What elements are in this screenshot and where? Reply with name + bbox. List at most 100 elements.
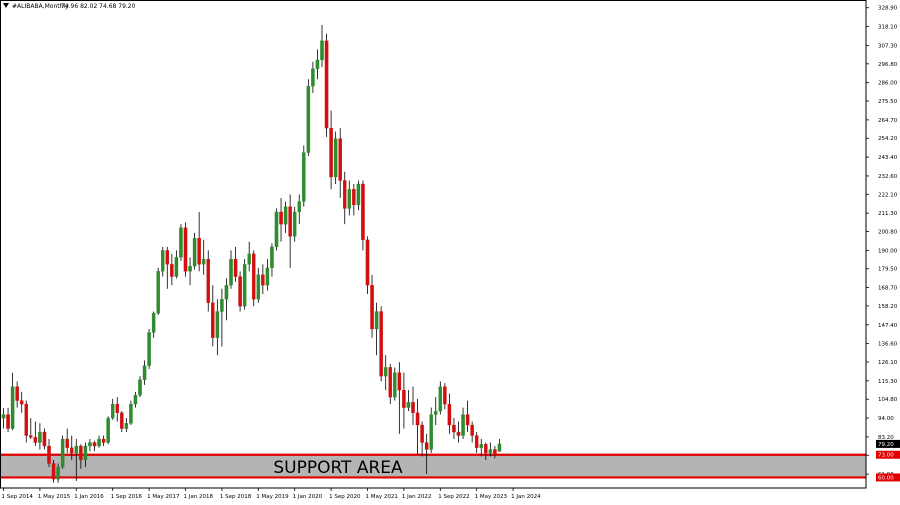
candle-body — [106, 417, 110, 443]
candle — [415, 398, 420, 455]
candle-body — [370, 285, 374, 330]
candle — [311, 61, 315, 94]
candle-body — [47, 445, 51, 464]
candle — [65, 428, 69, 453]
candle-body — [424, 442, 429, 450]
x-tick-label: 1 May 2021 — [366, 494, 398, 500]
candle-body — [433, 410, 438, 415]
candle-body — [338, 138, 342, 181]
y-tick-label: 115.30 — [878, 379, 898, 385]
candle — [320, 25, 324, 67]
candle — [465, 400, 470, 433]
candle-body — [279, 211, 283, 225]
candle — [215, 299, 220, 356]
candle — [393, 367, 397, 401]
y-tick-label: 179.50 — [878, 267, 898, 273]
candle-body — [24, 403, 28, 436]
candle — [265, 259, 270, 291]
y-tick-label: 275.50 — [878, 99, 898, 105]
candle-body — [10, 386, 15, 429]
candle-body — [97, 438, 101, 447]
candle-body — [429, 414, 433, 450]
candle-body — [101, 438, 106, 443]
candle-body — [42, 431, 47, 447]
candle-body — [206, 258, 210, 303]
support-area-label: SUPPORT AREA — [273, 458, 403, 478]
candle-body — [142, 365, 147, 380]
candle — [179, 224, 183, 261]
candle — [206, 250, 210, 312]
y-tick-label: 211.30 — [878, 211, 898, 217]
candle — [347, 180, 352, 216]
candle-body — [374, 311, 379, 330]
candle-body — [247, 253, 251, 265]
candle-body — [465, 414, 470, 426]
candle — [165, 246, 170, 289]
support-lower-tag-bg — [876, 473, 900, 482]
candle — [192, 232, 197, 270]
candle — [461, 407, 465, 440]
candle — [484, 442, 488, 460]
candle-body — [183, 227, 188, 272]
candle — [211, 285, 215, 347]
y-tick-label: 158.20 — [878, 304, 898, 310]
y-tick-label: 168.70 — [878, 286, 898, 292]
candle-body — [261, 274, 265, 286]
candle — [24, 400, 28, 443]
candle-body — [265, 267, 270, 286]
candle-body — [174, 257, 179, 277]
candle-body — [151, 313, 156, 333]
candle-body — [311, 68, 315, 87]
candle-body — [470, 424, 474, 436]
candle-body — [493, 449, 497, 455]
chart-menu-triangle-icon[interactable] — [3, 3, 9, 8]
candle — [19, 391, 24, 413]
candle — [220, 288, 224, 347]
candle-body — [224, 285, 229, 300]
candle — [488, 442, 493, 457]
candle-body — [270, 246, 274, 268]
candle-body — [115, 403, 120, 413]
candle-body — [484, 444, 488, 454]
candle — [497, 438, 502, 452]
candle — [129, 400, 133, 426]
candle — [333, 131, 338, 184]
candle-body — [497, 443, 502, 452]
candle — [238, 271, 242, 312]
x-tick-label: 1 May 2023 — [475, 494, 508, 500]
candle-body — [179, 227, 183, 258]
candle-body — [188, 265, 192, 272]
candle-body — [292, 211, 297, 237]
candle-body — [1, 414, 6, 419]
candle-body — [192, 237, 197, 267]
support-lower-tag: 60.00 — [878, 475, 894, 481]
candle — [383, 355, 388, 391]
candle-body — [165, 250, 170, 265]
candle — [424, 433, 429, 474]
candle-body — [60, 438, 65, 468]
candle — [197, 211, 201, 272]
candle-body — [51, 463, 56, 480]
candle-body — [170, 264, 174, 277]
candle — [256, 267, 261, 303]
candle-body — [379, 311, 383, 377]
candle — [138, 376, 142, 398]
candle-body — [160, 250, 165, 272]
candle — [120, 411, 124, 433]
candle — [365, 236, 370, 295]
y-tick-label: 222.10 — [878, 192, 898, 198]
y-tick-label: 286.00 — [878, 81, 898, 87]
candle-body — [352, 189, 356, 206]
candle — [493, 446, 497, 459]
candle-body — [356, 183, 361, 206]
candle-body — [6, 414, 10, 429]
candle-body — [110, 403, 115, 419]
candle — [315, 49, 320, 80]
candle — [306, 79, 311, 157]
candle — [302, 145, 306, 207]
candle-body — [83, 445, 88, 461]
candle-body — [479, 444, 483, 448]
x-tick-label: 1 May 2017 — [147, 494, 180, 500]
candle — [242, 259, 247, 310]
